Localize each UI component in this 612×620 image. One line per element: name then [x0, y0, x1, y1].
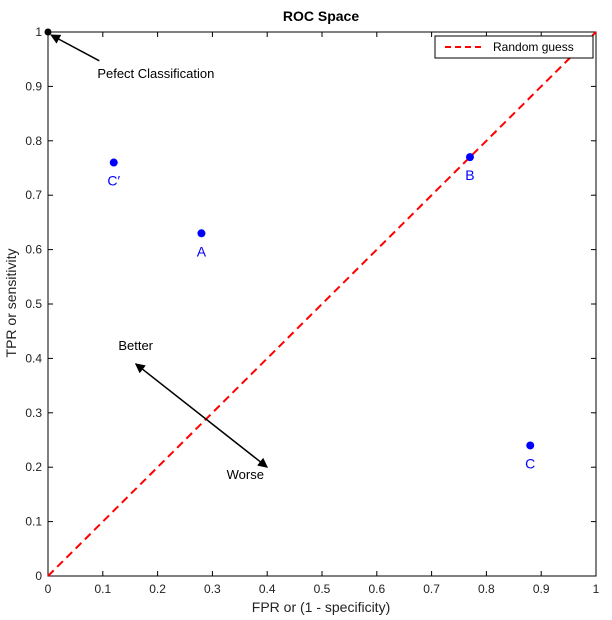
- y-tick-label: 0.7: [25, 188, 42, 202]
- y-tick-label: 0.4: [25, 351, 42, 365]
- better-worse-arrow: [134, 363, 268, 468]
- random-guess-line: [47, 31, 597, 577]
- perfect-classification-label: Pefect Classification: [97, 66, 214, 81]
- x-tick-label: 0: [45, 582, 52, 596]
- y-tick-label: 0.5: [25, 297, 42, 311]
- x-tick-label: 0.4: [259, 582, 276, 596]
- y-tick-label: 0.9: [25, 79, 42, 93]
- data-point-label: C′: [107, 173, 120, 189]
- x-tick-label: 0.1: [94, 582, 111, 596]
- data-point: [526, 441, 535, 450]
- x-tick-label: 0.5: [314, 582, 331, 596]
- x-tick-label: 0.2: [149, 582, 166, 596]
- x-tick-label: 0.9: [533, 582, 550, 596]
- better-label: Better: [118, 338, 153, 353]
- data-point-label: C: [525, 455, 535, 471]
- x-tick-label: 0.8: [478, 582, 495, 596]
- data-point: [465, 153, 474, 162]
- chart-title: ROC Space: [283, 8, 359, 24]
- perfect-classification-point: [44, 28, 52, 36]
- y-tick-label: 0.1: [25, 515, 42, 529]
- worse-label: Worse: [227, 467, 264, 482]
- x-axis-label: FPR or (1 - specificity): [252, 599, 390, 615]
- legend-box: [434, 35, 594, 59]
- data-point-label: B: [465, 167, 474, 183]
- y-tick-label: 1: [35, 25, 42, 39]
- legend-label: Random guess: [493, 40, 574, 54]
- data-point: [197, 229, 206, 238]
- x-tick-label: 1: [593, 582, 600, 596]
- y-tick-label: 0.3: [25, 406, 42, 420]
- data-point: [109, 158, 118, 167]
- y-tick-label: 0: [35, 569, 42, 583]
- y-tick-label: 0.6: [25, 243, 42, 257]
- x-tick-label: 0.6: [368, 582, 385, 596]
- data-point-label: A: [197, 243, 207, 259]
- x-tick-label: 0.7: [423, 582, 440, 596]
- perfect-classification-arrow: [50, 34, 100, 62]
- y-tick-label: 0.8: [25, 134, 42, 148]
- y-axis-label: TPR or sensitivity: [3, 249, 19, 358]
- x-tick-label: 0.3: [204, 582, 221, 596]
- y-tick-label: 0.2: [25, 460, 42, 474]
- plot-area: 0 0.1 0.2 0.3 0.4 0.5 0.6 0.7 0.8 0.9 1 0 0.1 0.2 0.3 0…: [25, 25, 599, 596]
